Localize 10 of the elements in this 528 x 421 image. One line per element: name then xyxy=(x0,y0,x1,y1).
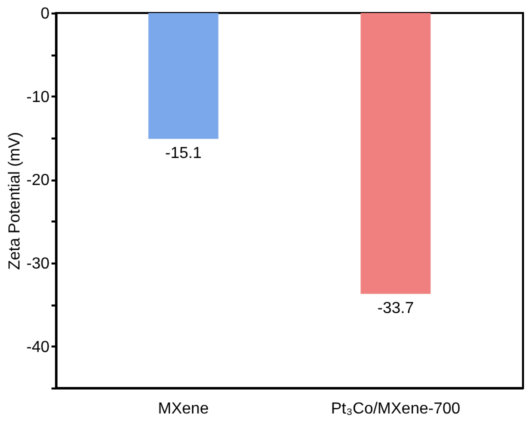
y-tick-label: -20 xyxy=(26,172,50,190)
y-axis-title: Zeta Potential (mV) xyxy=(6,132,24,270)
y-tick-label: -40 xyxy=(26,338,50,356)
x-tick-label: Pt₃Co/MXene-700 xyxy=(331,400,460,418)
y-tick-label: -10 xyxy=(26,88,50,106)
y-tick-label: 0 xyxy=(40,6,50,22)
x-tick-label: MXene xyxy=(158,400,209,418)
data-label: -15.1 xyxy=(165,144,202,162)
y-tick-label: -30 xyxy=(26,256,50,272)
data-label: -33.7 xyxy=(377,300,414,317)
